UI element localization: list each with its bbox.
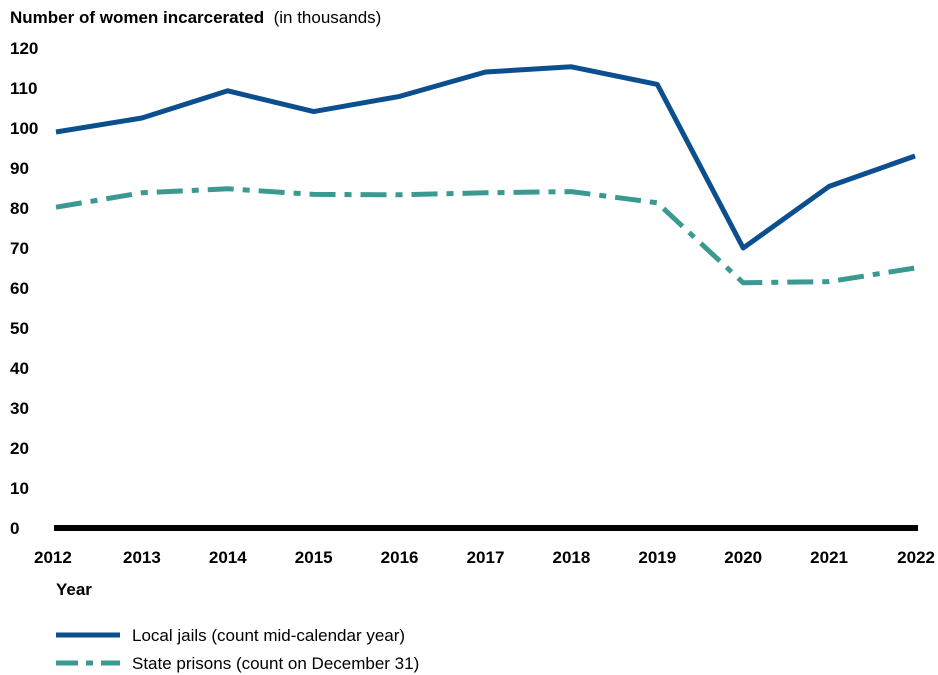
- y-tick-label: 110: [10, 79, 37, 98]
- y-tick-label: 30: [10, 399, 29, 418]
- x-tick-label: 2017: [467, 548, 505, 567]
- y-tick-label: 80: [10, 199, 29, 218]
- y-tick-label: 70: [10, 239, 29, 258]
- y-tick-label: 50: [10, 319, 29, 338]
- legend: Local jails (count mid-calendar year) Sta…: [56, 626, 419, 673]
- x-tick-label: 2014: [209, 548, 247, 567]
- series-line-local-jails: [55, 64, 916, 251]
- y-tick-label: 90: [10, 159, 29, 178]
- y-tick-label: 20: [10, 439, 29, 458]
- x-tick-label: 2022: [897, 548, 935, 567]
- y-axis-ticks: 0 10 20 30 40 50 60 70 80 90 100 110 120: [10, 39, 38, 538]
- chart-title-unit: (in thousands): [274, 8, 382, 27]
- y-tick-label: 0: [10, 519, 19, 538]
- x-tick-label: 2020: [724, 548, 762, 567]
- y-tick-label: 100: [10, 119, 38, 138]
- x-tick-label: 2015: [295, 548, 333, 567]
- x-tick-label: 2013: [123, 548, 161, 567]
- x-tick-label: 2018: [552, 548, 590, 567]
- y-tick-label: 10: [10, 479, 29, 498]
- y-tick-label: 120: [10, 39, 38, 58]
- y-tick-label: 40: [10, 359, 29, 378]
- x-axis-label: Year: [56, 580, 92, 599]
- legend-label: Local jails (count mid-calendar year): [132, 626, 405, 645]
- legend-label: State prisons (count on December 31): [132, 654, 419, 673]
- series-lines: [55, 64, 916, 286]
- x-tick-label: 2012: [34, 548, 72, 567]
- x-axis-ticks: 2012 2013 2014 2015 2016 2017 2018 2019 2020 2021…: [34, 548, 935, 567]
- series-line-state-prisons: [55, 186, 916, 286]
- x-tick-label: 2016: [381, 548, 419, 567]
- chart-title-main: Number of women incarcerated: [10, 8, 264, 27]
- chart-title: Number of women incarcerated (in thousan…: [10, 8, 381, 27]
- x-tick-label: 2019: [638, 548, 676, 567]
- x-tick-label: 2021: [810, 548, 848, 567]
- y-tick-label: 60: [10, 279, 29, 298]
